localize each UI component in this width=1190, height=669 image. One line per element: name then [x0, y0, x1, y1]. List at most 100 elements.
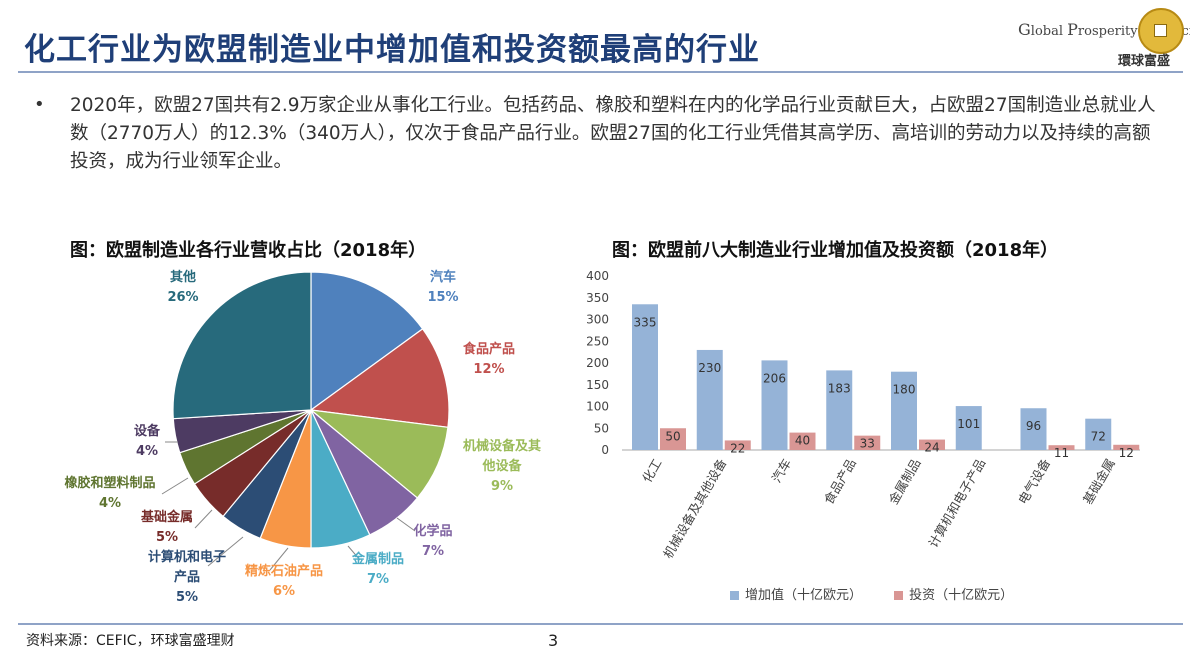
pie-slice-label: 设备 4% — [134, 422, 160, 462]
bar-value-added — [1020, 408, 1047, 450]
pie-slice-percent: 6% — [272, 584, 296, 599]
bar-value-added — [955, 406, 982, 450]
y-tick-label: 150 — [586, 378, 609, 392]
pie-slice-name: 汽车 — [429, 270, 456, 285]
bar-value-added — [696, 349, 723, 450]
pie-slice-percent: 5% — [175, 590, 199, 605]
pie-leader-line — [207, 536, 244, 567]
legend-swatch — [894, 591, 904, 600]
y-tick-label: 350 — [586, 291, 609, 305]
pie-leader-line — [347, 545, 361, 561]
y-tick-label: 400 — [586, 269, 609, 283]
bar-chart: 05010015020025030035040033550化工23022机械设备… — [586, 269, 1140, 561]
pie-slice-name: 基础金属 — [140, 510, 194, 525]
pie-slice-name: 食品产品 — [462, 342, 516, 357]
bar-data-label: 22 — [730, 441, 745, 455]
bar-data-label: 206 — [763, 371, 786, 385]
pie-leader-line — [396, 517, 416, 532]
pie-slice — [310, 271, 424, 412]
pie-slice-percent: 15% — [427, 290, 459, 305]
logo-chinese-text: 環球富盛 — [1118, 54, 1171, 69]
pie-slice-name: 计算机和电子 — [147, 550, 227, 565]
bar-value-added — [761, 360, 788, 450]
pie-slice-percent: 26% — [167, 290, 199, 305]
bar-data-label: 183 — [828, 381, 851, 395]
legend-item-investment: 投资（十亿欧元） — [894, 588, 1013, 603]
pie-slice-label: 其他 26% — [167, 268, 198, 308]
title-divider — [18, 71, 1183, 73]
bar-investment — [1048, 445, 1075, 450]
bar-chart-title: 图：欧盟前八大制造业行业增加值及投资额（2018年） — [612, 240, 1059, 261]
pie-slice-label: 机械设备及其 他设备 9% — [463, 437, 541, 497]
bar-value-added — [826, 370, 853, 450]
y-tick-label: 50 — [594, 421, 609, 435]
source-note: 资料来源：CEFIC，环球富盛理财 — [26, 633, 235, 649]
pie-slice-label: 橡胶和塑料制品 4% — [64, 474, 155, 514]
bar-investment — [789, 432, 816, 450]
bar-data-label: 96 — [1026, 419, 1041, 433]
pie-slice-name: 产品 — [173, 570, 201, 585]
pie-slice-label: 金属制品 7% — [352, 550, 404, 590]
bar-data-label: 40 — [795, 434, 810, 448]
pie-slice-label: 基础金属 5% — [141, 508, 193, 548]
bar-investment — [854, 435, 881, 450]
pie-chart — [161, 271, 450, 571]
pie-slice-name: 他设备 — [482, 459, 522, 474]
coin-emblem-icon — [1138, 8, 1184, 54]
pie-slice-name: 橡胶和塑料制品 — [64, 476, 156, 491]
y-tick-label: 100 — [586, 400, 609, 414]
pie-slice — [172, 271, 312, 420]
pie-leader-line — [194, 509, 213, 529]
pie-slice-percent: 4% — [135, 444, 159, 459]
bar-investment — [724, 440, 751, 450]
bar-data-label: 11 — [1054, 446, 1069, 460]
x-category-label: 食品产品 — [821, 456, 859, 507]
pie-slice-label: 计算机和电子 产品 5% — [148, 548, 226, 608]
x-category-label: 汽车 — [769, 456, 794, 485]
intro-paragraph: 2020年，欧盟27国共有2.9万家企业从事化工行业。包括药品、橡胶和塑料在内的… — [70, 95, 1156, 172]
y-tick-label: 0 — [601, 443, 609, 457]
pie-slice-label: 汽车 15% — [427, 268, 458, 308]
legend-swatch — [730, 591, 739, 600]
pie-slice-percent: 9% — [490, 479, 514, 494]
pie-slice-percent: 7% — [421, 544, 445, 559]
page-title: 化工行业为欧盟制造业中增加值和投资额最高的行业 — [24, 32, 760, 68]
bar-chart-legend: 增加值（十亿欧元） 投资（十亿欧元） — [730, 584, 1041, 603]
bar-data-label: 180 — [893, 383, 916, 397]
bar-data-label: 101 — [957, 417, 980, 431]
bar-data-label: 24 — [924, 441, 939, 455]
x-category-label: 计算机和电子产品 — [925, 456, 988, 550]
bar-data-label: 230 — [698, 361, 721, 375]
pie-slice-name: 化学品 — [413, 524, 453, 539]
pie-slice-name: 精炼石油产品 — [244, 564, 324, 579]
legend-item-value-added: 增加值（十亿欧元） — [730, 588, 866, 603]
bar-value-added — [891, 371, 917, 450]
footer-divider — [18, 623, 1183, 625]
pie-slice-name: 设备 — [133, 424, 161, 439]
pie-slice-percent: 5% — [155, 530, 179, 545]
pie-slice-name: 金属制品 — [351, 552, 405, 567]
pie-slice-label: 精炼石油产品 6% — [245, 562, 323, 602]
x-category-label: 金属制品 — [886, 456, 924, 507]
pie-slice-percent: 4% — [98, 496, 122, 511]
pie-slice — [309, 328, 450, 428]
y-tick-label: 200 — [586, 356, 609, 370]
pie-chart-title: 图：欧盟制造业各行业营收占比（2018年） — [70, 240, 427, 261]
pie-slice-name: 机械设备及其 — [462, 439, 542, 454]
x-category-label: 机械设备及其他设备 — [660, 456, 729, 561]
bar-data-label: 335 — [634, 315, 657, 329]
pie-slice-label: 化学品 7% — [413, 522, 452, 562]
pie-slice-name: 其他 — [169, 270, 196, 285]
bar-investment — [919, 439, 945, 450]
bar-data-label: 50 — [665, 429, 680, 443]
bar-data-label: 33 — [860, 437, 875, 451]
x-category-label: 电气设备 — [1015, 456, 1053, 507]
page-number: 3 — [548, 631, 559, 650]
pie-slice-percent: 12% — [473, 362, 505, 377]
company-logo: Global Prosperity Financial 環球富盛 — [1018, 6, 1190, 70]
bar-value-added — [632, 304, 658, 450]
bullet-marker: • — [34, 94, 45, 115]
legend-label: 增加值（十亿欧元） — [745, 588, 863, 603]
bar-data-label: 72 — [1091, 430, 1106, 444]
pie-leader-line — [269, 547, 289, 571]
